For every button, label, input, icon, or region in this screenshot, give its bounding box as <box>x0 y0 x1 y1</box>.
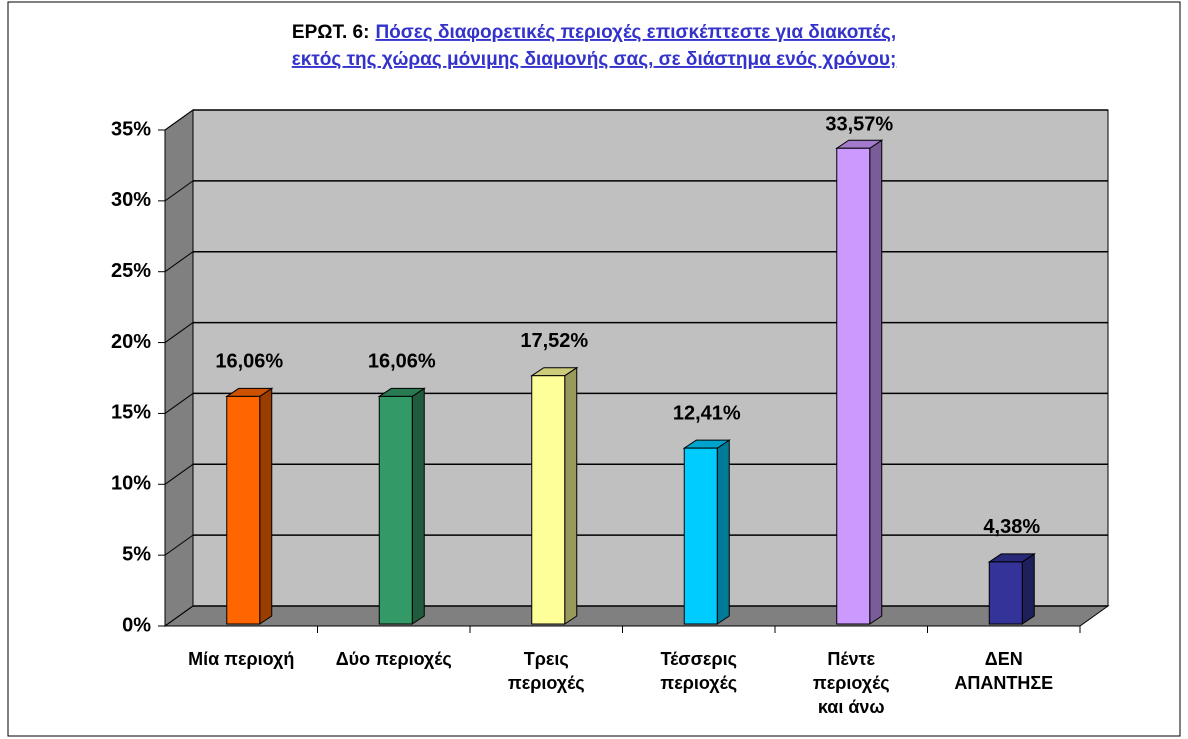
bar <box>531 375 566 625</box>
y-tick-label: 15% <box>111 402 151 424</box>
x-tick-label: ΔΕΝ <box>985 649 1023 669</box>
y-tick-label: 10% <box>111 473 151 495</box>
bar <box>378 395 413 625</box>
x-tick-label: περιοχές <box>813 673 890 693</box>
bar-side <box>1021 552 1035 625</box>
side-grid-line <box>164 605 194 627</box>
y-tick-label: 5% <box>122 543 151 565</box>
title-line: εκτός της χώρας μόνιμης διαμονής σας, σε… <box>292 49 897 70</box>
bar-side <box>259 387 273 625</box>
bar-side <box>716 439 730 625</box>
side-wall <box>164 109 194 627</box>
x-tick-label: και άνω <box>818 697 885 717</box>
data-label: 16,06% <box>215 351 283 373</box>
x-tick-label: περιοχές <box>660 673 737 693</box>
x-tick-label: περιοχές <box>508 673 585 693</box>
x-tick-label: Τέσσερις <box>661 649 737 669</box>
y-tick-label: 25% <box>111 260 151 282</box>
side-grid-line <box>164 393 194 414</box>
x-tick-label: Δύο περιοχές <box>336 649 452 669</box>
x-tick-label: Πέντε <box>827 649 875 669</box>
y-tick-label: 30% <box>111 189 151 211</box>
chart-title: ΕΡΩΤ. 6: Πόσες διαφορετικές περιοχές επισ… <box>292 22 896 43</box>
data-label: 16,06% <box>368 351 436 373</box>
title-line: Πόσες διαφορετικές περιοχές επισκέπτεστε… <box>375 22 896 43</box>
y-tick-label: 35% <box>111 118 151 140</box>
y-tick-label: 0% <box>122 614 151 636</box>
side-grid-line <box>164 534 194 556</box>
side-grid-line <box>164 322 194 343</box>
bar <box>226 395 261 625</box>
x-tick-label: Μία περιοχή <box>188 649 294 669</box>
data-label: 17,52% <box>520 330 588 352</box>
x-tick-label: Τρεις <box>524 649 569 669</box>
bar <box>683 447 718 625</box>
side-grid-line <box>164 463 194 485</box>
y-tick-label: 20% <box>111 331 151 353</box>
bar-side <box>869 139 883 625</box>
data-label: 33,57% <box>825 113 893 135</box>
bar <box>988 561 1023 625</box>
floor <box>163 605 1110 627</box>
x-tick-label: ΑΠΑΝΤΗΣΕ <box>954 673 1053 693</box>
bar-side <box>411 387 425 625</box>
bar-side <box>564 366 578 625</box>
side-grid-line <box>164 109 194 131</box>
side-grid-line <box>164 180 194 202</box>
data-label: 4,38% <box>983 516 1040 538</box>
bar <box>836 147 871 625</box>
data-label: 12,41% <box>673 402 741 424</box>
side-grid-line <box>164 251 194 273</box>
title-prefix: ΕΡΩΤ. 6: <box>292 22 370 43</box>
back-wall <box>192 109 1109 607</box>
